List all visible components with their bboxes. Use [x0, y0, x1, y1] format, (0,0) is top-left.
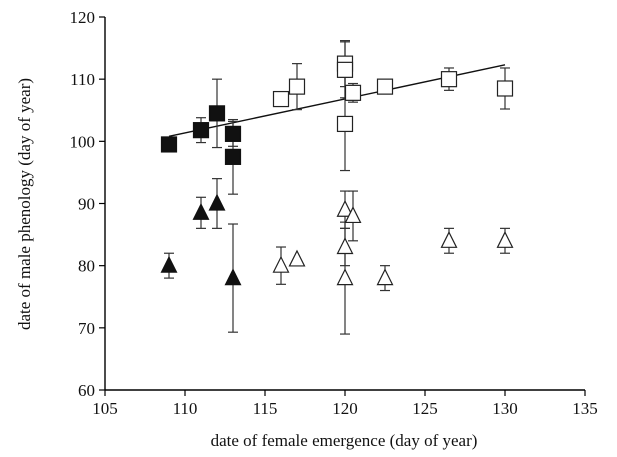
- x-axis-label: date of female emergence (day of year): [211, 431, 478, 450]
- y-tick-label: 80: [78, 257, 95, 276]
- data-point-triangle: [336, 199, 354, 217]
- data-point-triangle: [344, 206, 362, 224]
- marker-layer: [160, 55, 514, 286]
- data-point-triangle: [224, 268, 242, 286]
- data-point-square: [336, 61, 354, 78]
- data-point-triangle: [192, 202, 210, 220]
- data-point-square: [288, 78, 306, 95]
- y-axis-label: date of male phenology (day of year): [15, 78, 34, 330]
- data-point-square: [272, 90, 290, 108]
- data-point-triangle: [496, 230, 514, 248]
- y-tick-label: 90: [78, 195, 95, 214]
- data-point-triangle: [272, 255, 290, 273]
- data-point-triangle: [336, 237, 354, 255]
- data-point-square: [192, 122, 210, 139]
- data-point-triangle: [208, 193, 226, 211]
- data-point-square: [224, 148, 242, 165]
- data-point-square: [208, 105, 226, 122]
- error-bar-layer: [164, 40, 510, 335]
- y-tick-label: 120: [70, 8, 96, 27]
- x-tick-label: 110: [173, 399, 198, 418]
- data-point-square: [440, 71, 458, 88]
- data-point-square: [376, 78, 394, 95]
- data-point-square: [336, 115, 354, 133]
- data-point-square: [496, 80, 514, 97]
- axes: 105 110 115 120 125 130 135 60 70 80 90 100 110 120: [70, 8, 598, 418]
- x-tick-label: 115: [253, 399, 278, 418]
- y-tick-label: 70: [78, 319, 95, 338]
- y-tick-label: 60: [78, 381, 95, 400]
- data-point-triangle: [288, 249, 306, 267]
- x-tick-label: 125: [412, 399, 438, 418]
- y-tick-label: 100: [70, 132, 96, 151]
- x-tick-label: 130: [492, 399, 518, 418]
- data-point-square: [224, 125, 242, 142]
- x-tick-label: 120: [332, 399, 358, 418]
- x-tick-label: 135: [572, 399, 598, 418]
- data-point-triangle: [376, 268, 394, 286]
- data-point-square: [344, 84, 362, 101]
- data-point-triangle: [336, 268, 354, 286]
- data-point-square: [160, 136, 178, 153]
- data-point-triangle: [160, 255, 178, 273]
- data-point-triangle: [440, 230, 458, 248]
- x-tick-label: 105: [92, 399, 118, 418]
- y-tick-label: 110: [70, 70, 95, 89]
